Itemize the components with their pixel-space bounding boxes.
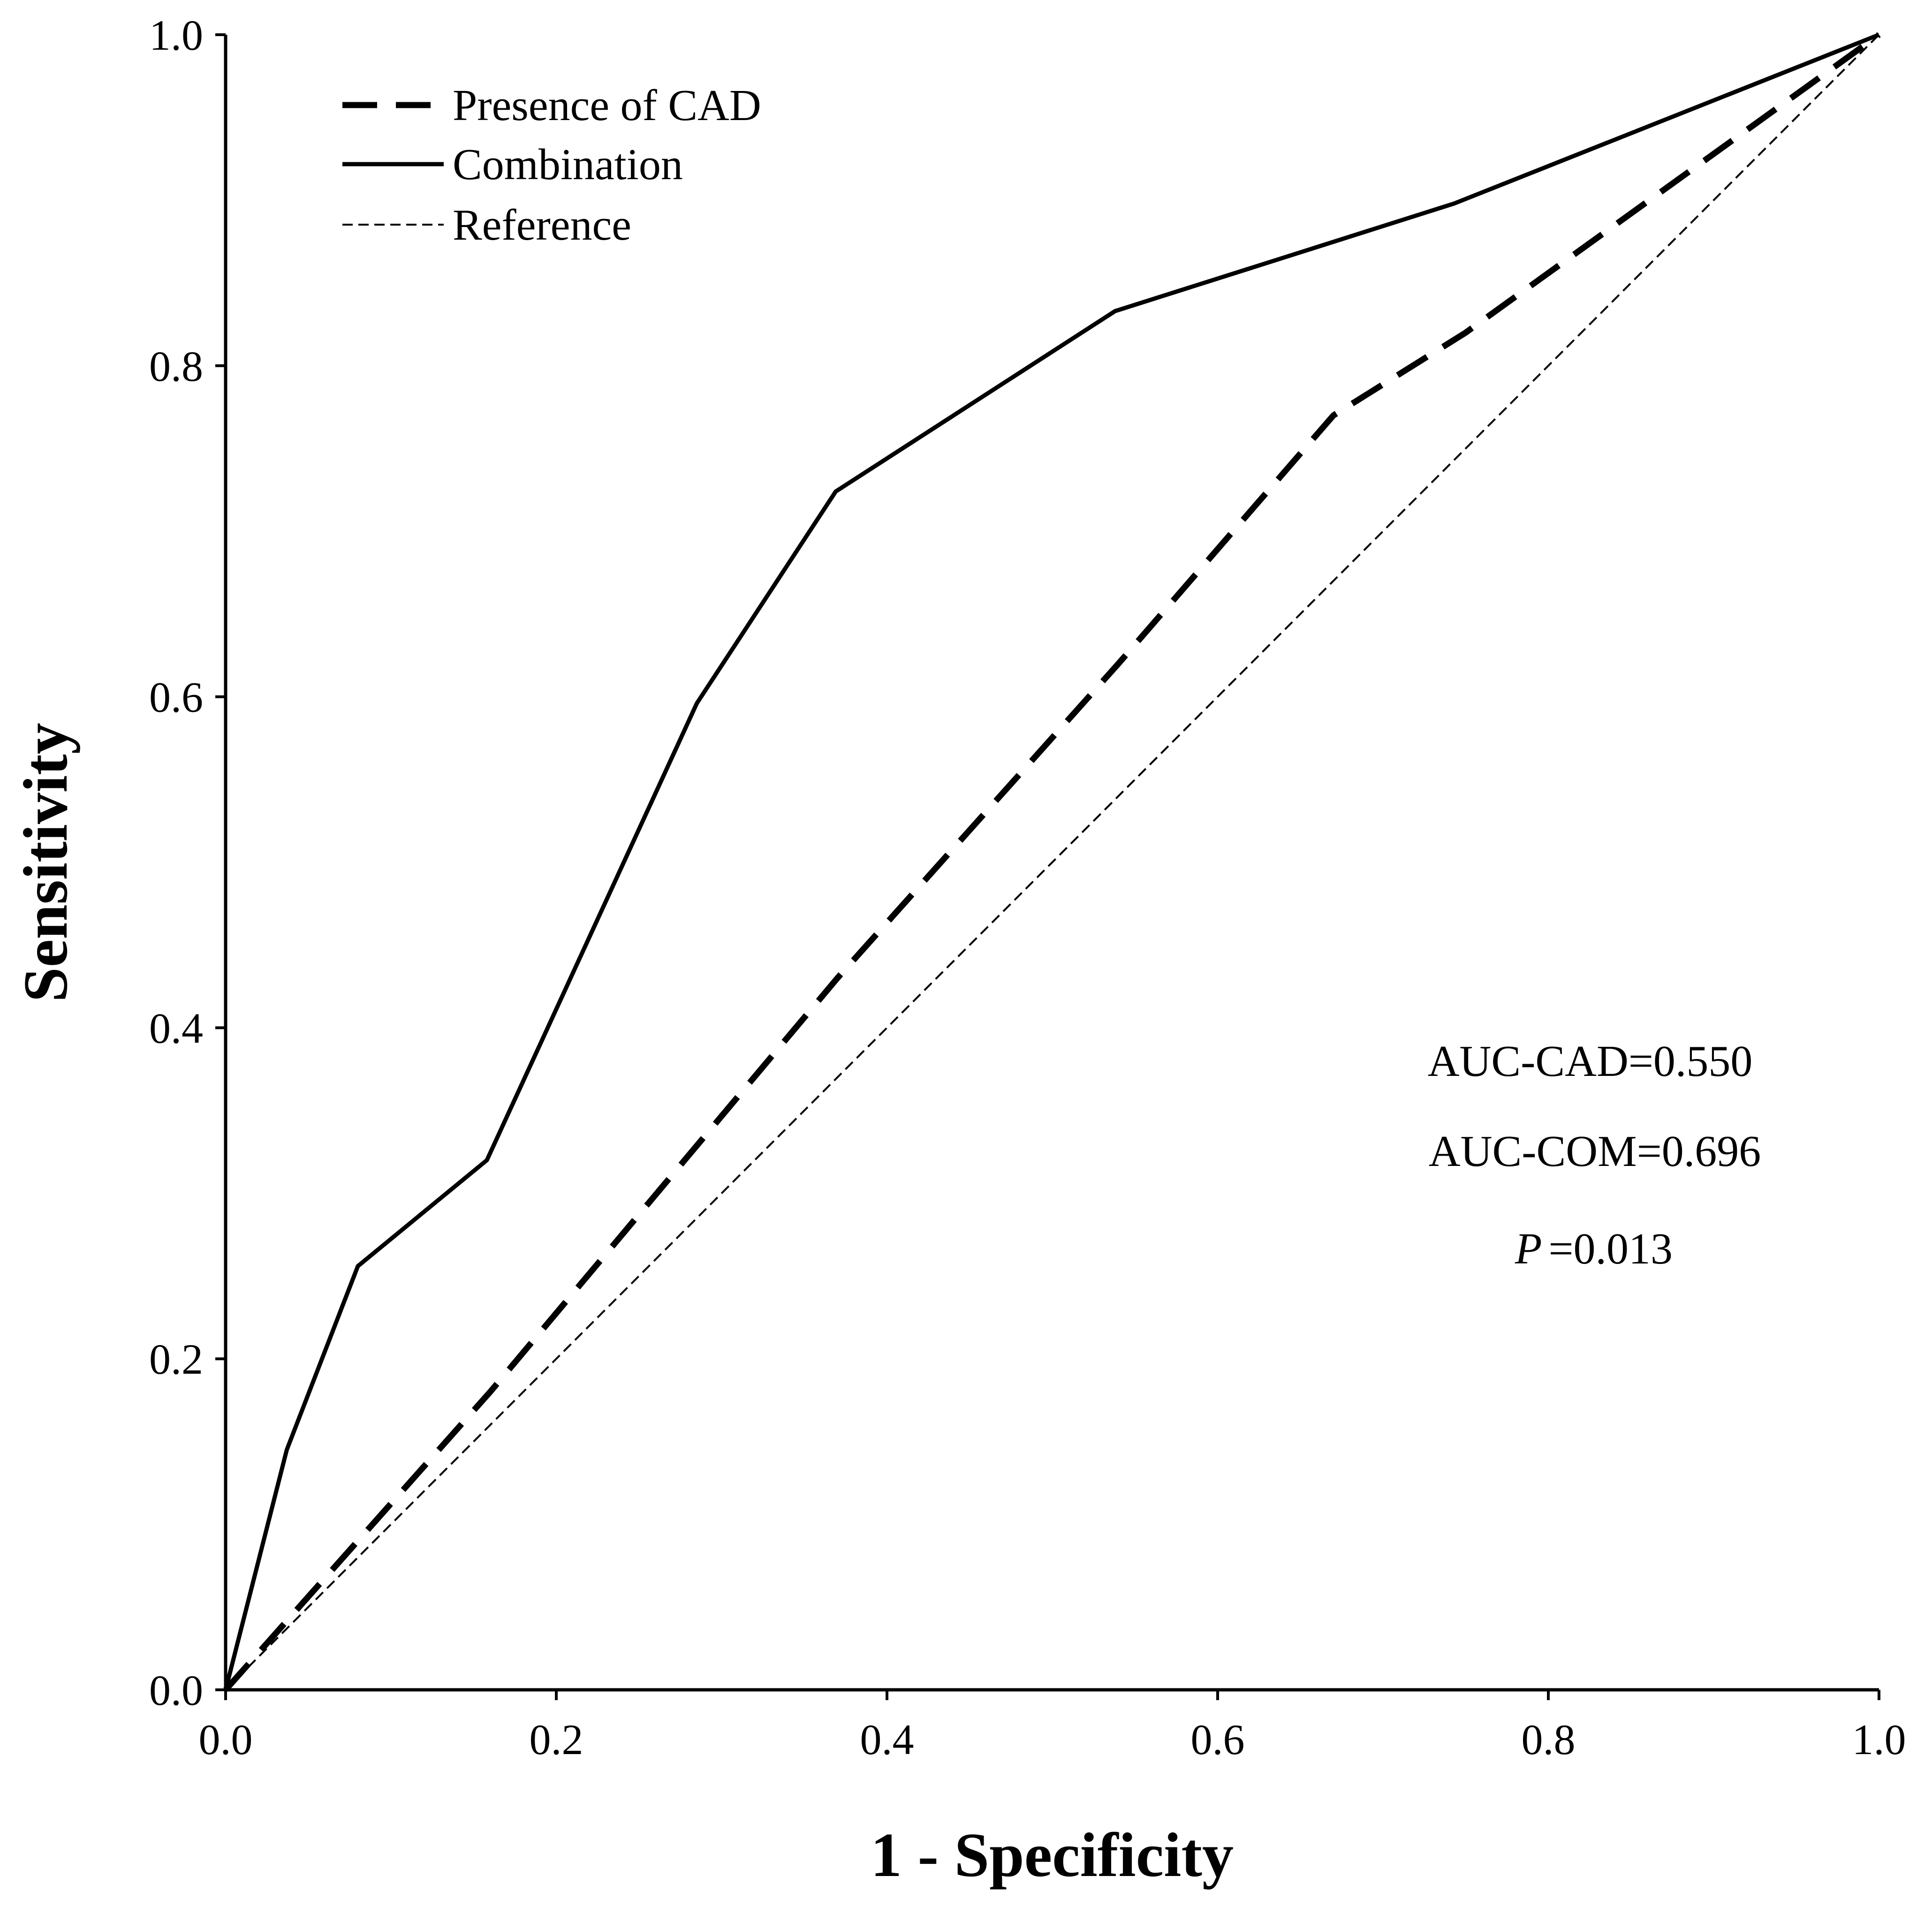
auc-annotations: AUC-CAD=0.550 AUC-COM=0.696 P =0.013 (1428, 1037, 1761, 1273)
series-line-presence-of-cad (223, 32, 1881, 1692)
series-layer (223, 32, 1881, 1692)
series-line-combination (223, 32, 1880, 1691)
x-tick-label: 0.0 (199, 1716, 253, 1763)
tick-layer: 0.0 0.2 0.4 0.6 0.8 1.0 0.0 0.2 0.4 0.6 0.8 1.0 (149, 11, 1906, 1763)
auc-cad-annotation: AUC-CAD=0.550 (1428, 1037, 1753, 1086)
y-tick-label: 1.0 (149, 11, 203, 59)
y-tick-label: 0.2 (149, 1335, 203, 1383)
x-axis-title: 1 - Specificity (871, 1820, 1234, 1890)
x-tick-label: 1.0 (1852, 1716, 1906, 1763)
legend: Presence of CAD Combination Reference (342, 81, 761, 250)
y-tick-label: 0.6 (149, 673, 203, 721)
legend-label-reference: Reference (453, 201, 631, 250)
y-tick-label: 0.4 (149, 1004, 203, 1052)
p-symbol: P (1515, 1225, 1542, 1273)
y-axis-title: Sensitivity (11, 723, 80, 1002)
x-tick-label: 0.2 (530, 1716, 583, 1763)
x-tick-label: 0.6 (1191, 1716, 1245, 1763)
x-tick-label: 0.4 (860, 1716, 914, 1763)
y-tick-label: 0.8 (149, 342, 203, 390)
x-tick-label: 0.8 (1522, 1716, 1576, 1763)
p-value-annotation: P =0.013 (1515, 1225, 1673, 1273)
legend-label-combination: Combination (453, 140, 683, 189)
y-tick-label: 0.0 (149, 1666, 203, 1714)
series-line-reference (225, 34, 1880, 1691)
auc-com-annotation: AUC-COM=0.696 (1429, 1127, 1761, 1176)
legend-label-presence-of-cad: Presence of CAD (453, 81, 761, 130)
p-value: =0.013 (1548, 1225, 1673, 1273)
